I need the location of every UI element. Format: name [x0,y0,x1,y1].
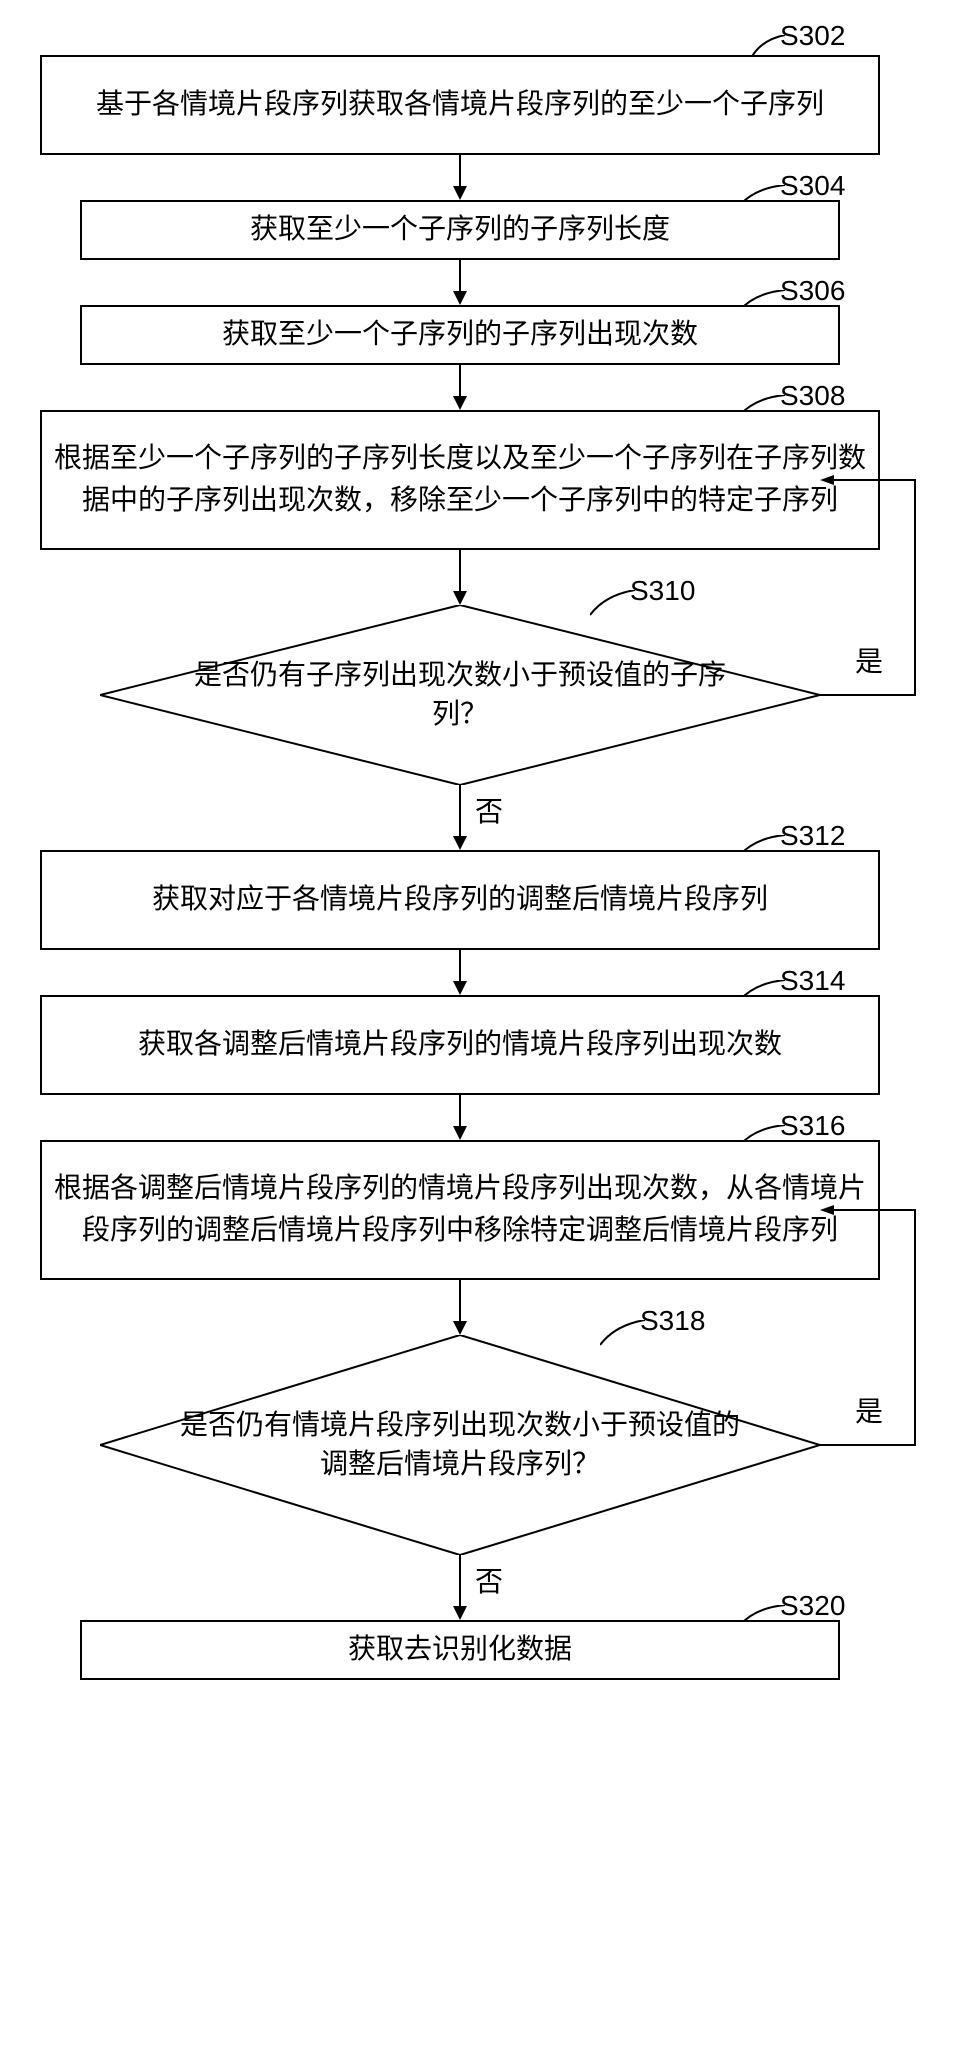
step-box-s304: 获取至少一个子序列的子序列长度 [80,200,840,260]
arrow-s308-s310 [453,550,467,605]
step-box-s308: 根据至少一个子序列的子序列长度以及至少一个子序列在子序列数据中的子序列出现次数，… [40,410,880,550]
step-text: 基于各情境片段序列获取各情境片段序列的至少一个子序列 [96,84,824,126]
arrow-s318-no [453,1555,467,1620]
arrow-s316-s318 [453,1280,467,1335]
step-text: 获取去识别化数据 [348,1629,572,1671]
step-text: 根据各调整后情境片段序列的情境片段序列出现次数，从各情境片段序列的调整后情境片段… [54,1168,866,1252]
arrow-s302-s304 [453,155,467,200]
decision-s310: 是否仍有子序列出现次数小于预设值的子序列？ [100,605,820,785]
step-box-s314: 获取各调整后情境片段序列的情境片段序列出现次数 [40,995,880,1095]
decision-text: 是否仍有情境片段序列出现次数小于预设值的调整后情境片段序列？ [180,1406,740,1484]
edge-no-s318: 否 [475,1560,503,1600]
arrow-s314-s316 [453,1095,467,1140]
step-text: 获取对应于各情境片段序列的调整后情境片段序列 [152,879,768,921]
arrow-s310-no [453,785,467,850]
step-box-s306: 获取至少一个子序列的子序列出现次数 [80,305,840,365]
arrow-s312-s314 [453,950,467,995]
step-box-s320: 获取去识别化数据 [80,1620,840,1680]
arrow-s318-yes [820,1205,930,1450]
step-text: 根据至少一个子序列的子序列长度以及至少一个子序列在子序列数据中的子序列出现次数，… [54,438,866,522]
edge-no-s310: 否 [475,790,503,830]
step-text: 获取至少一个子序列的子序列长度 [250,209,670,251]
arrow-s304-s306 [453,260,467,305]
arrow-s306-s308 [453,365,467,410]
step-box-s316: 根据各调整后情境片段序列的情境片段序列出现次数，从各情境片段序列的调整后情境片段… [40,1140,880,1280]
step-text: 获取各调整后情境片段序列的情境片段序列出现次数 [138,1024,782,1066]
decision-s318: 是否仍有情境片段序列出现次数小于预设值的调整后情境片段序列？ [100,1335,820,1555]
step-text: 获取至少一个子序列的子序列出现次数 [222,314,698,356]
decision-text: 是否仍有子序列出现次数小于预设值的子序列？ [180,656,740,734]
step-box-s302: 基于各情境片段序列获取各情境片段序列的至少一个子序列 [40,55,880,155]
step-box-s312: 获取对应于各情境片段序列的调整后情境片段序列 [40,850,880,950]
arrow-s310-yes [820,475,930,700]
